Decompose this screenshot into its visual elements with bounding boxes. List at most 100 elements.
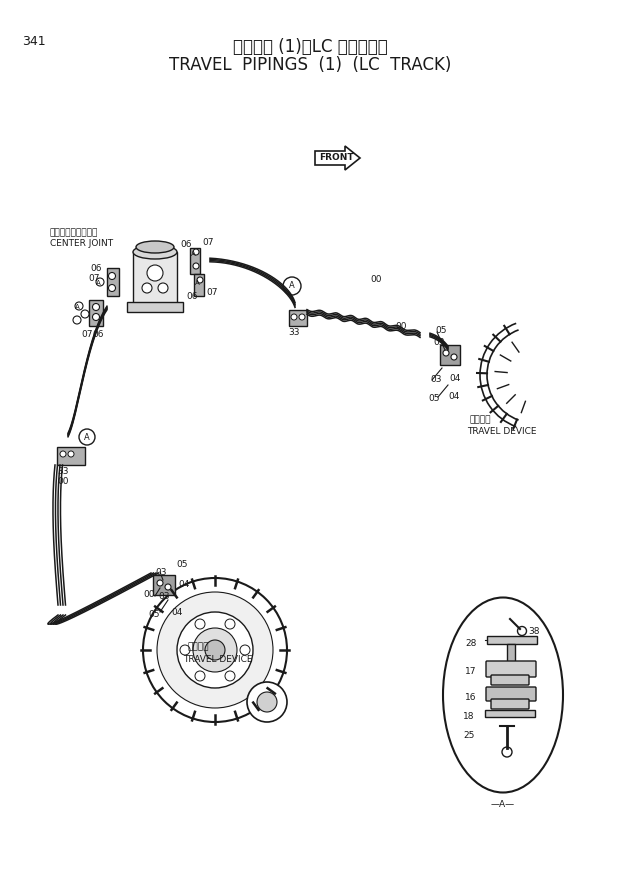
Ellipse shape (133, 297, 177, 311)
Text: 05: 05 (148, 610, 159, 619)
Circle shape (143, 578, 287, 722)
Circle shape (193, 628, 237, 672)
Bar (507, 644, 515, 662)
Text: TRAVEL  PIPINGS  (1)  (LC  TRACK): TRAVEL PIPINGS (1) (LC TRACK) (169, 56, 451, 74)
Bar (190, 248, 200, 274)
Text: 25: 25 (463, 731, 474, 740)
Text: —A—: —A— (491, 800, 515, 809)
Bar (89, 300, 103, 326)
Circle shape (197, 277, 203, 283)
Circle shape (68, 451, 74, 457)
Circle shape (81, 310, 89, 318)
Circle shape (180, 645, 190, 655)
Polygon shape (315, 146, 360, 170)
Circle shape (225, 619, 235, 629)
Text: 05: 05 (428, 394, 440, 403)
Text: 05: 05 (176, 560, 187, 569)
Circle shape (443, 350, 449, 356)
Circle shape (73, 316, 81, 324)
Ellipse shape (133, 245, 177, 259)
Text: 04: 04 (171, 608, 182, 617)
Text: TRAVEL DEVICE: TRAVEL DEVICE (467, 427, 536, 436)
Text: 03: 03 (155, 568, 167, 577)
Circle shape (195, 671, 205, 681)
Text: 走行装置: 走行装置 (187, 642, 208, 651)
Text: 03: 03 (430, 375, 441, 384)
Text: 33: 33 (57, 467, 69, 476)
FancyBboxPatch shape (491, 699, 529, 709)
Circle shape (240, 645, 250, 655)
Text: A: A (96, 280, 100, 286)
Text: A: A (84, 432, 90, 442)
Text: 走行配管 (1)（LC トラック）: 走行配管 (1)（LC トラック） (232, 38, 388, 56)
Text: 走行装置: 走行装置 (470, 415, 492, 424)
Circle shape (108, 285, 115, 292)
Bar (485, 710, 535, 717)
Text: 00: 00 (370, 275, 381, 284)
Text: TRAVEL DEVICE: TRAVEL DEVICE (183, 655, 252, 664)
Text: 04: 04 (448, 392, 459, 401)
Text: 00: 00 (57, 477, 69, 486)
Bar (133, 252, 177, 304)
Circle shape (177, 612, 253, 688)
Circle shape (451, 354, 457, 360)
FancyBboxPatch shape (491, 675, 529, 685)
Text: 06: 06 (186, 292, 198, 301)
Circle shape (79, 429, 95, 445)
Text: 06: 06 (180, 240, 192, 249)
Circle shape (247, 682, 287, 722)
Text: 07: 07 (88, 274, 99, 283)
Bar (194, 274, 204, 296)
Text: 38: 38 (528, 627, 539, 636)
Text: 04: 04 (178, 580, 189, 589)
Text: A: A (195, 280, 200, 286)
Text: 00: 00 (143, 590, 154, 599)
Circle shape (283, 277, 301, 295)
Bar (487, 636, 537, 644)
Text: A: A (190, 251, 195, 257)
Circle shape (92, 313, 99, 320)
FancyBboxPatch shape (486, 661, 536, 677)
Bar (153, 575, 175, 595)
Text: 07: 07 (206, 288, 218, 297)
Text: 33: 33 (288, 328, 299, 337)
Circle shape (157, 580, 163, 586)
Bar (107, 268, 119, 296)
Text: A: A (289, 281, 295, 291)
Text: 00: 00 (395, 322, 407, 331)
Bar (127, 302, 183, 312)
Text: 03: 03 (433, 338, 445, 347)
Text: 17: 17 (465, 667, 477, 676)
Text: 06: 06 (90, 264, 102, 273)
Circle shape (157, 592, 273, 708)
Text: 16: 16 (465, 693, 477, 702)
Text: 18: 18 (463, 712, 474, 721)
Text: 07: 07 (81, 330, 92, 339)
Text: 05: 05 (435, 326, 446, 335)
Circle shape (225, 671, 235, 681)
Bar (440, 345, 460, 365)
Circle shape (60, 451, 66, 457)
Circle shape (75, 302, 83, 310)
Circle shape (147, 265, 163, 281)
Text: FRONT: FRONT (319, 154, 353, 162)
Circle shape (158, 283, 168, 293)
Text: 03: 03 (158, 592, 169, 601)
Ellipse shape (443, 597, 563, 793)
Text: センタージョイント: センタージョイント (50, 228, 99, 237)
Circle shape (299, 314, 305, 320)
Text: 28: 28 (465, 639, 476, 648)
Circle shape (165, 584, 171, 590)
Circle shape (193, 249, 199, 255)
Circle shape (205, 640, 225, 660)
FancyBboxPatch shape (486, 687, 536, 701)
Bar (57, 447, 85, 465)
Bar (289, 310, 307, 326)
Ellipse shape (136, 241, 174, 253)
Text: A: A (75, 304, 80, 310)
Text: 07: 07 (202, 238, 213, 247)
Circle shape (502, 747, 512, 757)
Circle shape (291, 314, 297, 320)
Circle shape (195, 619, 205, 629)
Circle shape (96, 278, 104, 286)
